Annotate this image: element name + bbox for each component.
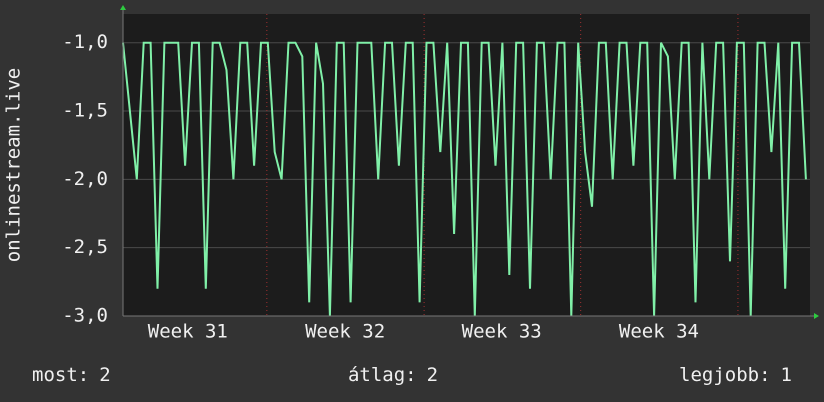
x-tick-label: Week 31 — [148, 321, 228, 343]
y-tick-label: -3,0 — [62, 305, 108, 327]
stat-value: 1 — [781, 364, 792, 386]
stat: most: 2 — [32, 364, 111, 386]
y-tick-label: -1,5 — [62, 100, 108, 122]
x-tick-label: Week 33 — [462, 321, 542, 343]
stat-label: átlag: — [348, 364, 417, 386]
y-tick-label: -1,0 — [62, 31, 108, 53]
stat-value: 2 — [99, 364, 110, 386]
stat-label: legjobb: — [679, 364, 771, 386]
plot-area — [123, 14, 810, 316]
y-tick-label: -2,5 — [62, 236, 108, 258]
stat: legjobb: 1 — [679, 364, 792, 386]
stat-value: 2 — [427, 364, 438, 386]
stat-label: most: — [32, 364, 89, 386]
x-tick-label: Week 34 — [619, 321, 699, 343]
stat: átlag: 2 — [348, 364, 438, 386]
series-line — [122, 41, 807, 317]
axis-arrow — [120, 5, 126, 10]
y-tick-label: -2,0 — [62, 168, 108, 190]
y-axis-label: onlinestream.live — [3, 68, 25, 262]
x-tick-label: Week 32 — [305, 321, 385, 343]
axis-arrow — [814, 313, 819, 319]
